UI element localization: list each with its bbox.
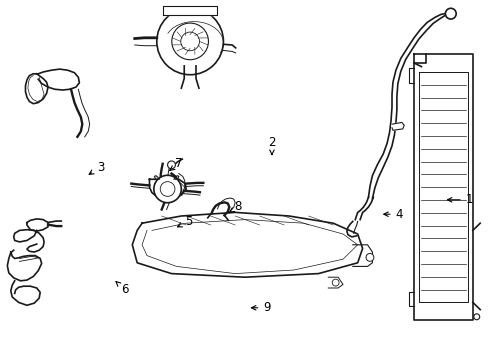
Polygon shape <box>27 219 48 231</box>
Polygon shape <box>11 281 40 305</box>
Polygon shape <box>14 230 44 252</box>
Circle shape <box>474 314 480 320</box>
Text: 9: 9 <box>251 301 271 314</box>
Text: 7: 7 <box>170 157 183 170</box>
Polygon shape <box>25 74 48 104</box>
Text: 4: 4 <box>384 208 403 221</box>
Text: 8: 8 <box>229 201 242 213</box>
Circle shape <box>154 175 181 203</box>
Polygon shape <box>7 250 42 281</box>
Circle shape <box>172 23 208 60</box>
Text: 5: 5 <box>177 215 193 228</box>
Circle shape <box>157 8 223 75</box>
Circle shape <box>332 279 339 286</box>
Circle shape <box>366 253 374 261</box>
Text: 3: 3 <box>89 161 104 174</box>
Polygon shape <box>414 54 473 320</box>
Polygon shape <box>392 122 404 130</box>
Polygon shape <box>132 212 363 277</box>
Circle shape <box>160 182 175 196</box>
Circle shape <box>445 8 456 19</box>
Text: 6: 6 <box>116 282 129 296</box>
Circle shape <box>168 161 175 169</box>
Polygon shape <box>38 69 79 90</box>
Polygon shape <box>163 6 217 15</box>
Text: 1: 1 <box>447 193 473 206</box>
Text: 2: 2 <box>268 136 276 155</box>
Circle shape <box>181 32 199 51</box>
Polygon shape <box>149 179 186 199</box>
